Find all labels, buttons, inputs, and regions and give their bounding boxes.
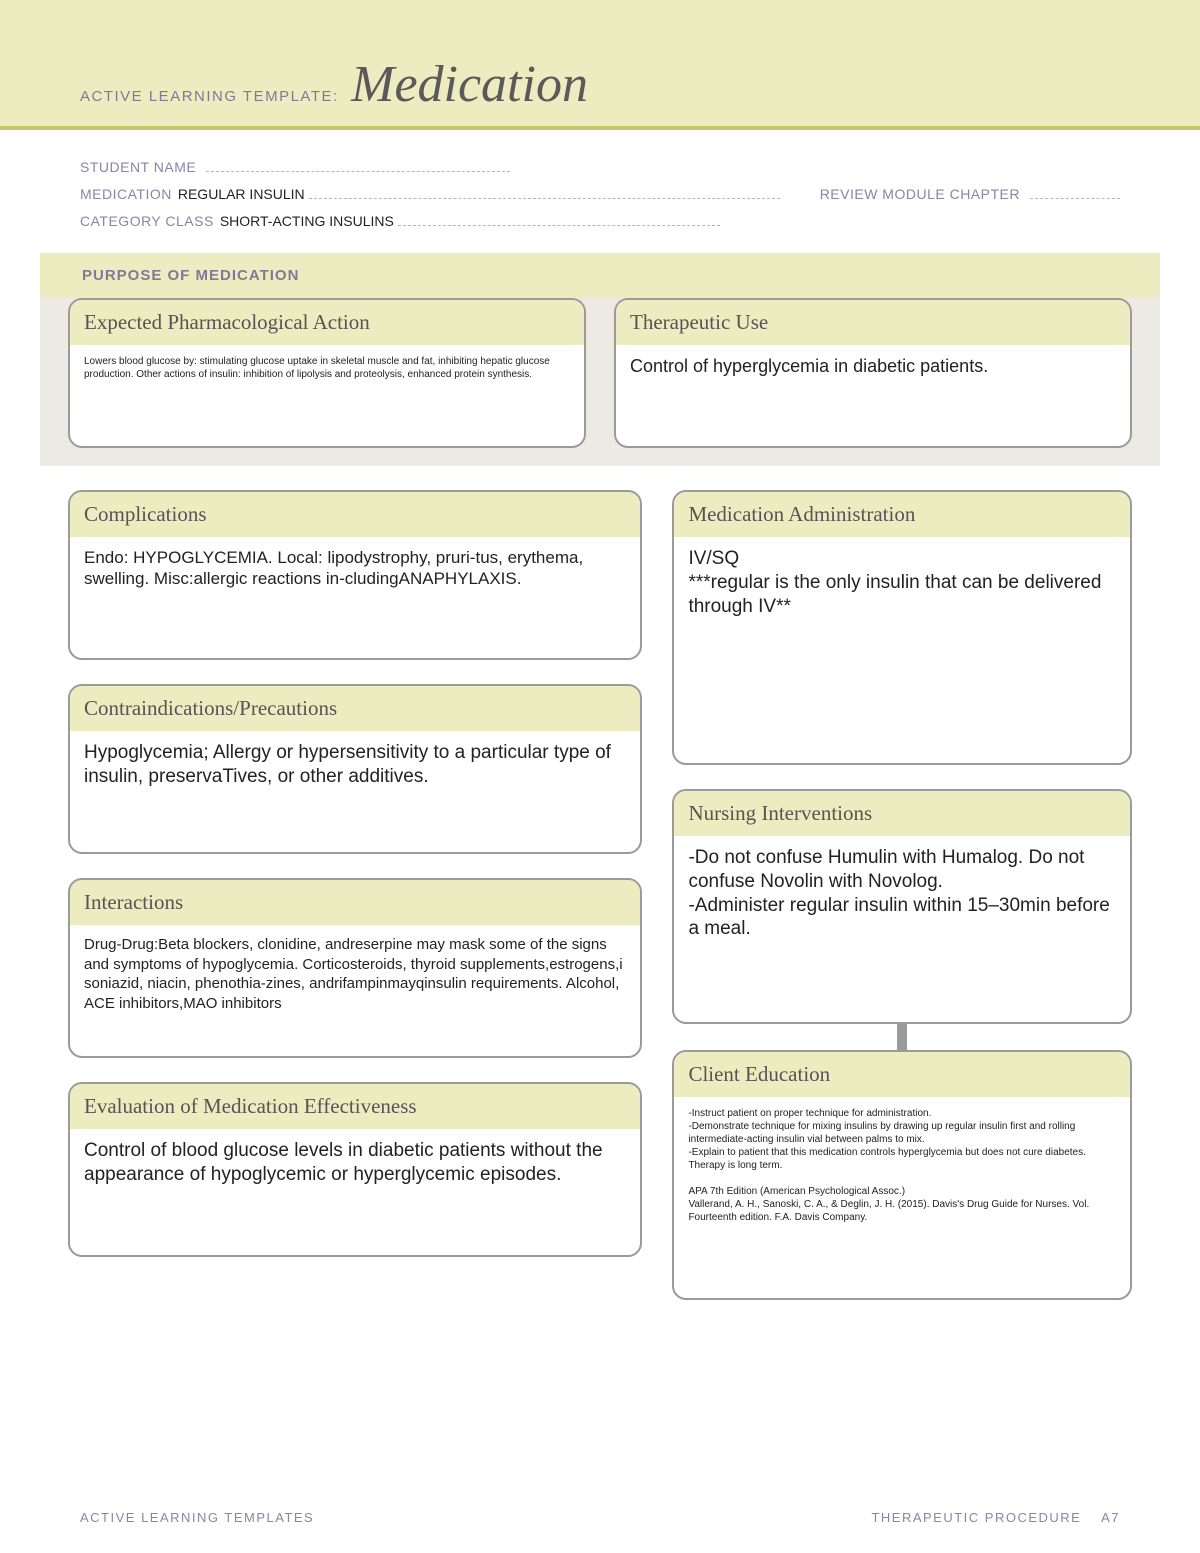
card-client-education: Client Education -Instruct patient on pr…: [672, 1050, 1132, 1300]
card-title: Complications: [70, 492, 640, 539]
card-nursing-interventions: Nursing Interventions -Do not confuse Hu…: [672, 789, 1132, 1024]
card-title: Client Education: [674, 1052, 1130, 1099]
card-body: Control of blood glucose levels in diabe…: [70, 1131, 640, 1255]
meta-row-medication: MEDICATION REGULAR INSULIN REVIEW MODULE…: [80, 185, 1120, 202]
card-title: Nursing Interventions: [674, 791, 1130, 838]
header-band: ACTIVE LEARNING TEMPLATE: Medication: [0, 0, 1200, 130]
card-body: -Do not confuse Humulin with Humalog. Do…: [674, 838, 1130, 1022]
footer-left: ACTIVE LEARNING TEMPLATES: [80, 1510, 314, 1525]
connector-line: [897, 1024, 907, 1050]
medication-label: MEDICATION: [80, 186, 172, 202]
card-body: Lowers blood glucose by: stimulating glu…: [70, 347, 584, 446]
card-body: Drug-Drug:Beta blockers, clonidine, andr…: [70, 927, 640, 1056]
underline: [206, 158, 510, 172]
card-title: Medication Administration: [674, 492, 1130, 539]
card-body: Hypoglycemia; Allergy or hypersensitivit…: [70, 733, 640, 852]
underline: [398, 212, 720, 226]
underline: [309, 185, 780, 199]
meta-row-student: STUDENT NAME: [80, 158, 510, 175]
card-contraindications: Contraindications/Precautions Hypoglycem…: [68, 684, 642, 854]
footer-page: A7: [1101, 1510, 1120, 1525]
right-column: Medication Administration IV/SQ ***regul…: [672, 490, 1132, 1300]
card-interactions: Interactions Drug-Drug:Beta blockers, cl…: [68, 878, 642, 1058]
card-medication-admin: Medication Administration IV/SQ ***regul…: [672, 490, 1132, 765]
page: ACTIVE LEARNING TEMPLATE: Medication STU…: [0, 0, 1200, 1553]
card-body: -Instruct patient on proper technique fo…: [674, 1099, 1130, 1298]
left-column: Complications Endo: HYPOGLYCEMIA. Local:…: [68, 490, 642, 1300]
card-title: Contraindications/Precautions: [70, 686, 640, 733]
meta-row-category: CATEGORY CLASS SHORT-ACTING INSULINS: [80, 212, 720, 229]
card-title: Therapeutic Use: [616, 300, 1130, 347]
footer-right-label: THERAPEUTIC PROCEDURE: [871, 1510, 1081, 1525]
category-value: SHORT-ACTING INSULINS: [220, 213, 394, 229]
review-label: REVIEW MODULE CHAPTER: [820, 186, 1020, 202]
footer-right: THERAPEUTIC PROCEDURE A7: [871, 1510, 1120, 1525]
card-body: Control of hyperglycemia in diabetic pat…: [616, 347, 1130, 446]
main-grid: Complications Endo: HYPOGLYCEMIA. Local:…: [0, 466, 1200, 1300]
purpose-heading: PURPOSE OF MEDICATION: [40, 253, 1160, 298]
purpose-section: PURPOSE OF MEDICATION Expected Pharmacol…: [40, 253, 1160, 466]
header-title: Medication: [351, 56, 588, 113]
category-label: CATEGORY CLASS: [80, 213, 214, 229]
medication-value: REGULAR INSULIN: [178, 186, 305, 202]
underline: [1030, 185, 1120, 199]
footer: ACTIVE LEARNING TEMPLATES THERAPEUTIC PR…: [80, 1510, 1120, 1525]
student-label: STUDENT NAME: [80, 159, 196, 175]
card-body: IV/SQ ***regular is the only insulin tha…: [674, 539, 1130, 763]
card-title: Evaluation of Medication Effectiveness: [70, 1084, 640, 1131]
card-complications: Complications Endo: HYPOGLYCEMIA. Local:…: [68, 490, 642, 660]
card-expected-action: Expected Pharmacological Action Lowers b…: [68, 298, 586, 448]
purpose-row: Expected Pharmacological Action Lowers b…: [40, 298, 1160, 448]
header-prefix: ACTIVE LEARNING TEMPLATE:: [80, 88, 339, 105]
card-evaluation: Evaluation of Medication Effectiveness C…: [68, 1082, 642, 1257]
card-body: Endo: HYPOGLYCEMIA. Local: lipodystrophy…: [70, 539, 640, 658]
card-title: Interactions: [70, 880, 640, 927]
meta-block: STUDENT NAME MEDICATION REGULAR INSULIN …: [0, 130, 1200, 229]
card-title: Expected Pharmacological Action: [70, 300, 584, 347]
card-therapeutic-use: Therapeutic Use Control of hyperglycemia…: [614, 298, 1132, 448]
